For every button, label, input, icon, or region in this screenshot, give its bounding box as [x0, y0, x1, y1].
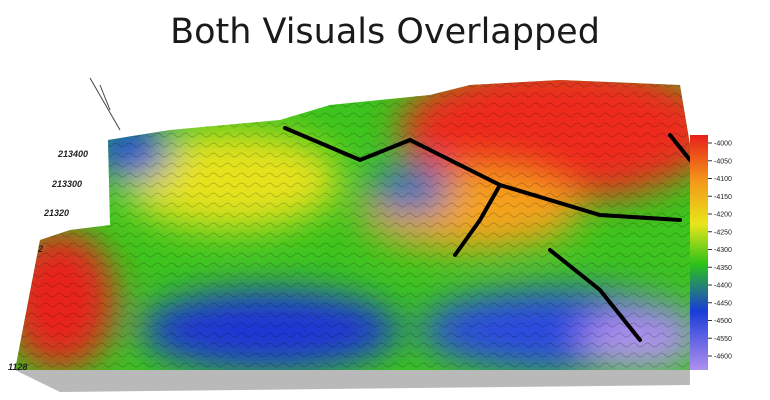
colorbar-tick-label: -4350	[714, 265, 732, 272]
axis-label: 213400	[57, 149, 88, 159]
axis-arrows	[89, 77, 121, 131]
colorbar-tick-label: -4550	[714, 336, 732, 343]
axis-label: 1128	[8, 362, 27, 372]
surface-side	[15, 370, 690, 392]
colorbar	[690, 135, 708, 370]
title: Both Visuals Overlapped	[170, 12, 600, 52]
axis-label: 2	[37, 244, 43, 254]
colorbar-tick-label: -4000	[714, 141, 732, 148]
colorbar-tick-label: -4200	[714, 212, 732, 219]
axis-label: 213300	[51, 179, 82, 189]
colorbar-tick-label: -4100	[714, 176, 732, 183]
colorbar-tick-label: -4050	[714, 158, 732, 165]
colorbar-tick-label: -4500	[714, 318, 732, 325]
colorbar-tick-label: -4250	[714, 229, 732, 236]
axis-label: 21320	[43, 208, 69, 218]
colorbar-tick-label: -4400	[714, 283, 732, 290]
colorbar-tick-label: -4450	[714, 300, 732, 307]
surface	[15, 80, 690, 370]
colorbar-tick-label: -4150	[714, 194, 732, 201]
colorbar-tick-label: -4600	[714, 354, 732, 361]
colorbar-tick-label: -4300	[714, 247, 732, 254]
